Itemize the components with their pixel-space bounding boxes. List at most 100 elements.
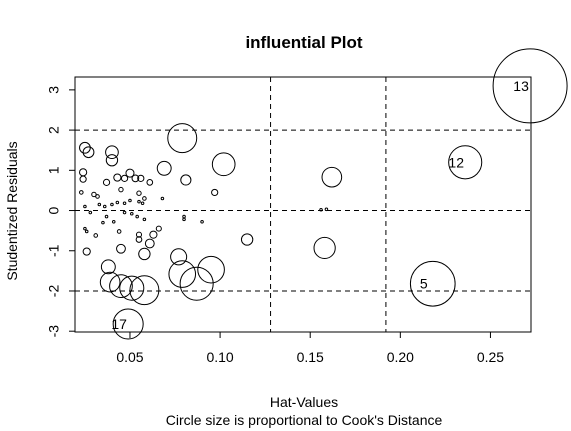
data-point [83, 226, 87, 231]
chart-subtitle: Circle size is proportional to Cook's Di… [166, 412, 443, 428]
data-point [79, 190, 84, 195]
data-point [125, 168, 135, 178]
data-point [168, 260, 197, 288]
x-axis: 0.05 0.10 0.15 0.20 0.25 [116, 331, 504, 365]
data-point [109, 274, 133, 298]
data-point [88, 210, 93, 215]
data-point [144, 238, 155, 249]
data-point [321, 166, 343, 188]
point-label: 13 [513, 78, 529, 94]
data-point [140, 201, 145, 206]
data-point [197, 255, 225, 284]
x-tick-label: 0.05 [116, 349, 143, 365]
data-point [135, 236, 143, 243]
data-point [155, 225, 162, 232]
data-points [79, 48, 568, 340]
x-tick-label: 0.25 [477, 349, 504, 365]
data-point [120, 174, 129, 182]
point-labels: 13 12 5 17 [111, 78, 529, 332]
data-point [93, 233, 99, 238]
point-label: 17 [111, 316, 127, 332]
x-tick-label: 0.20 [387, 349, 414, 365]
data-point [182, 214, 186, 219]
data-point [102, 204, 107, 209]
y-tick-label: 2 [46, 126, 62, 134]
data-point [102, 178, 111, 186]
data-point [138, 247, 151, 261]
y-tick-label: -2 [46, 285, 62, 298]
data-point [324, 207, 329, 212]
data-point [156, 160, 172, 176]
data-point [448, 145, 483, 180]
data-point [79, 175, 87, 183]
data-point [116, 243, 126, 254]
data-point [84, 229, 89, 234]
data-point [119, 275, 145, 301]
data-point [170, 248, 188, 266]
data-point [160, 196, 165, 201]
data-point [100, 259, 116, 275]
data-point [112, 308, 144, 340]
y-tick-label: 1 [46, 166, 62, 174]
data-point [130, 211, 134, 216]
data-point [149, 230, 158, 239]
x-tick-label: 0.15 [297, 349, 324, 365]
data-point [113, 173, 122, 182]
y-axis: -3 -2 -1 0 1 2 3 [46, 86, 76, 338]
data-point [110, 202, 114, 207]
data-point [91, 191, 97, 198]
data-point [118, 186, 124, 193]
data-point [82, 146, 95, 159]
data-point [137, 199, 141, 204]
data-point [211, 188, 219, 197]
data-point [95, 194, 100, 199]
y-tick-label: -1 [46, 244, 62, 257]
data-point [182, 217, 186, 222]
data-point [135, 214, 139, 219]
data-point [179, 266, 214, 301]
data-point [319, 207, 323, 212]
point-label: 5 [420, 276, 428, 292]
y-tick-label: -3 [46, 325, 62, 338]
x-tick-label: 0.10 [206, 349, 233, 365]
data-point [129, 275, 160, 306]
data-point [115, 200, 120, 205]
chart-title: influential Plot [245, 33, 362, 52]
data-point [492, 48, 568, 124]
data-point [180, 174, 192, 186]
y-axis-label: Studentized Residuals [4, 141, 20, 280]
data-point [146, 179, 154, 186]
point-label: 12 [448, 154, 464, 170]
data-point [142, 217, 147, 222]
data-point [122, 201, 127, 206]
data-point [313, 236, 336, 260]
data-point [167, 123, 198, 154]
data-point [200, 220, 204, 224]
data-point [240, 233, 254, 246]
y-tick-label: 3 [46, 86, 62, 94]
data-point [99, 271, 121, 293]
data-point [409, 260, 456, 307]
data-point [135, 231, 143, 238]
data-point [82, 247, 91, 256]
data-point [142, 196, 147, 201]
data-point [105, 145, 119, 160]
data-point [83, 204, 87, 209]
data-point [211, 152, 236, 177]
y-tick-label: 0 [46, 206, 62, 214]
data-point [79, 168, 88, 177]
data-point [122, 210, 127, 215]
x-axis-label: Hat-Values [270, 394, 338, 410]
data-point [137, 174, 145, 182]
data-point [97, 202, 102, 207]
data-point [79, 141, 91, 154]
data-point [105, 154, 119, 167]
data-point [111, 220, 116, 224]
data-point [116, 229, 122, 234]
data-point [101, 220, 105, 225]
data-point [136, 190, 142, 196]
data-point [104, 214, 109, 219]
data-point [128, 198, 132, 203]
data-point [131, 174, 140, 183]
